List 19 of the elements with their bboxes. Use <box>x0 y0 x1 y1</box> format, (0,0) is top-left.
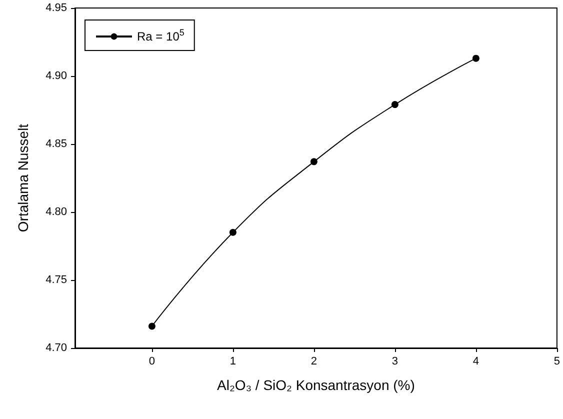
x-tick-label: 5 <box>554 356 560 368</box>
y-tick-label: 4.80 <box>46 206 67 218</box>
x-tick-label: 4 <box>472 356 480 368</box>
y-tick-label: 4.90 <box>46 70 67 82</box>
y-tick-label: 4.95 <box>46 2 67 14</box>
point <box>148 322 156 330</box>
y-tick-label: 4.70 <box>46 342 67 354</box>
x-tick-label: 1 <box>230 356 236 368</box>
x-axis-title: Al₂O₃ / SiO₂ Konsantrasyon (%) <box>217 377 415 393</box>
point <box>472 54 480 62</box>
x-tick-label: 2 <box>310 356 318 368</box>
y-tick-label: 4.75 <box>46 274 67 286</box>
point <box>229 228 236 236</box>
y-axis-title: Ortalama Nusselt <box>15 124 31 232</box>
point <box>310 158 318 166</box>
point <box>391 101 398 108</box>
x-tick-label: 0 <box>148 356 156 368</box>
x-tick-label: 3 <box>392 356 398 368</box>
y-tick-label: 4.85 <box>46 138 67 150</box>
